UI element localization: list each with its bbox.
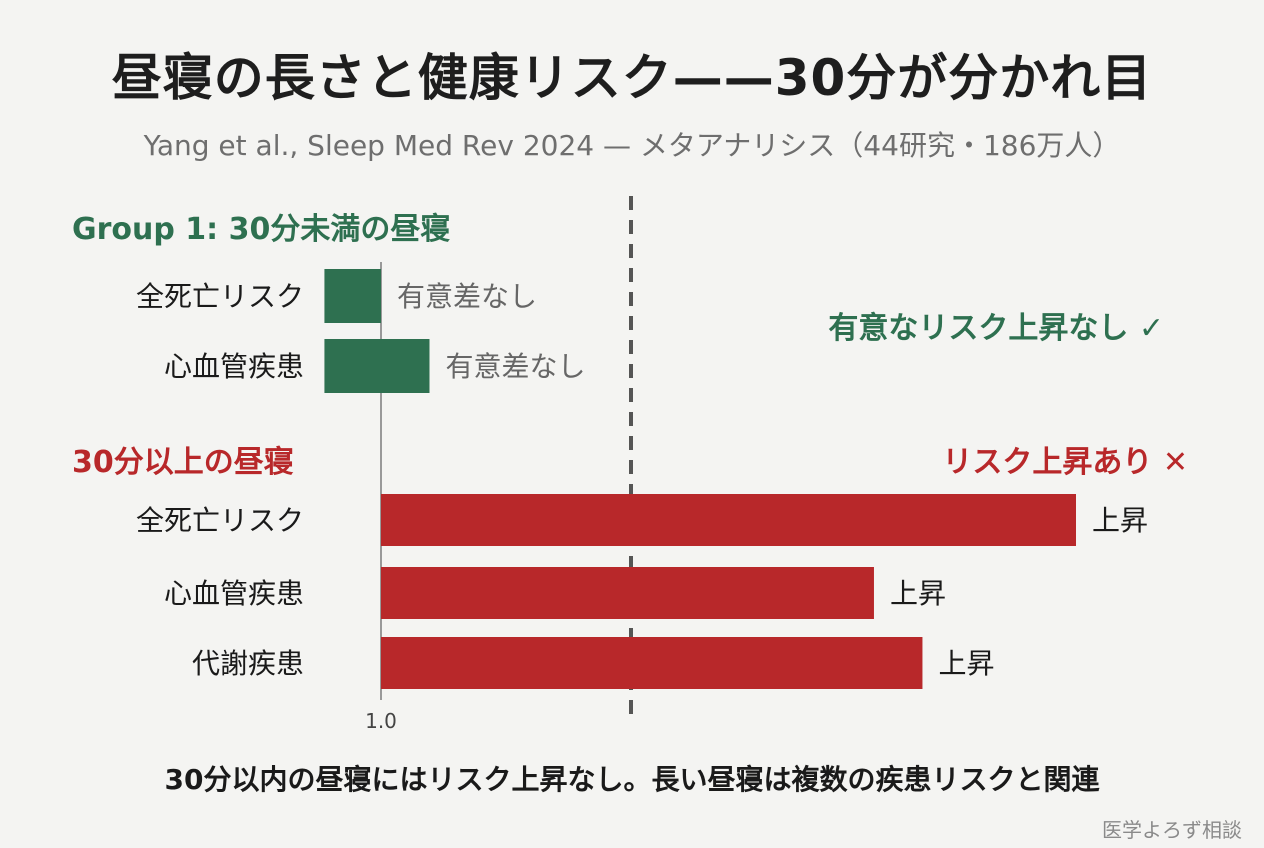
bar-value-label: 上昇: [938, 647, 994, 680]
group1-heading: Group 1: 30分未満の昼寝: [72, 212, 451, 247]
reference-tick-label: 1.0: [365, 709, 397, 733]
bar-value-label: 上昇: [1092, 504, 1148, 537]
group1-verdict: 有意なリスク上昇なし ✓: [828, 311, 1164, 346]
bar-value-label: 有意差なし: [445, 350, 585, 383]
category-label: 代謝疾患: [192, 647, 304, 680]
bar-2-1: [381, 494, 1076, 546]
category-label: 全死亡リスク: [136, 504, 304, 537]
group2-heading: 30分以上の昼寝: [72, 445, 294, 480]
bar-2-2: [381, 567, 874, 619]
bar-1-1: [324, 269, 381, 323]
category-label: 全死亡リスク: [136, 280, 304, 313]
category-label: 心血管疾患: [164, 350, 304, 383]
chart-title: 昼寝の長さと健康リスク——30分が分かれ目: [111, 49, 1153, 107]
credit-label: 医学よろず相談: [1102, 818, 1242, 842]
category-label: 心血管疾患: [164, 577, 304, 610]
bar-value-label: 上昇: [890, 577, 946, 610]
bar-value-label: 有意差なし: [397, 280, 537, 313]
group2-verdict: リスク上昇あり ✕: [942, 445, 1188, 480]
conclusion-text: 30分以内の昼寝にはリスク上昇なし。長い昼寝は複数の疾患リスクと関連: [164, 763, 1100, 796]
bar-1-2: [324, 339, 430, 393]
bar-2-3: [381, 637, 923, 689]
chart-subtitle: Yang et al., Sleep Med Rev 2024 — メタアナリシ…: [143, 129, 1121, 162]
